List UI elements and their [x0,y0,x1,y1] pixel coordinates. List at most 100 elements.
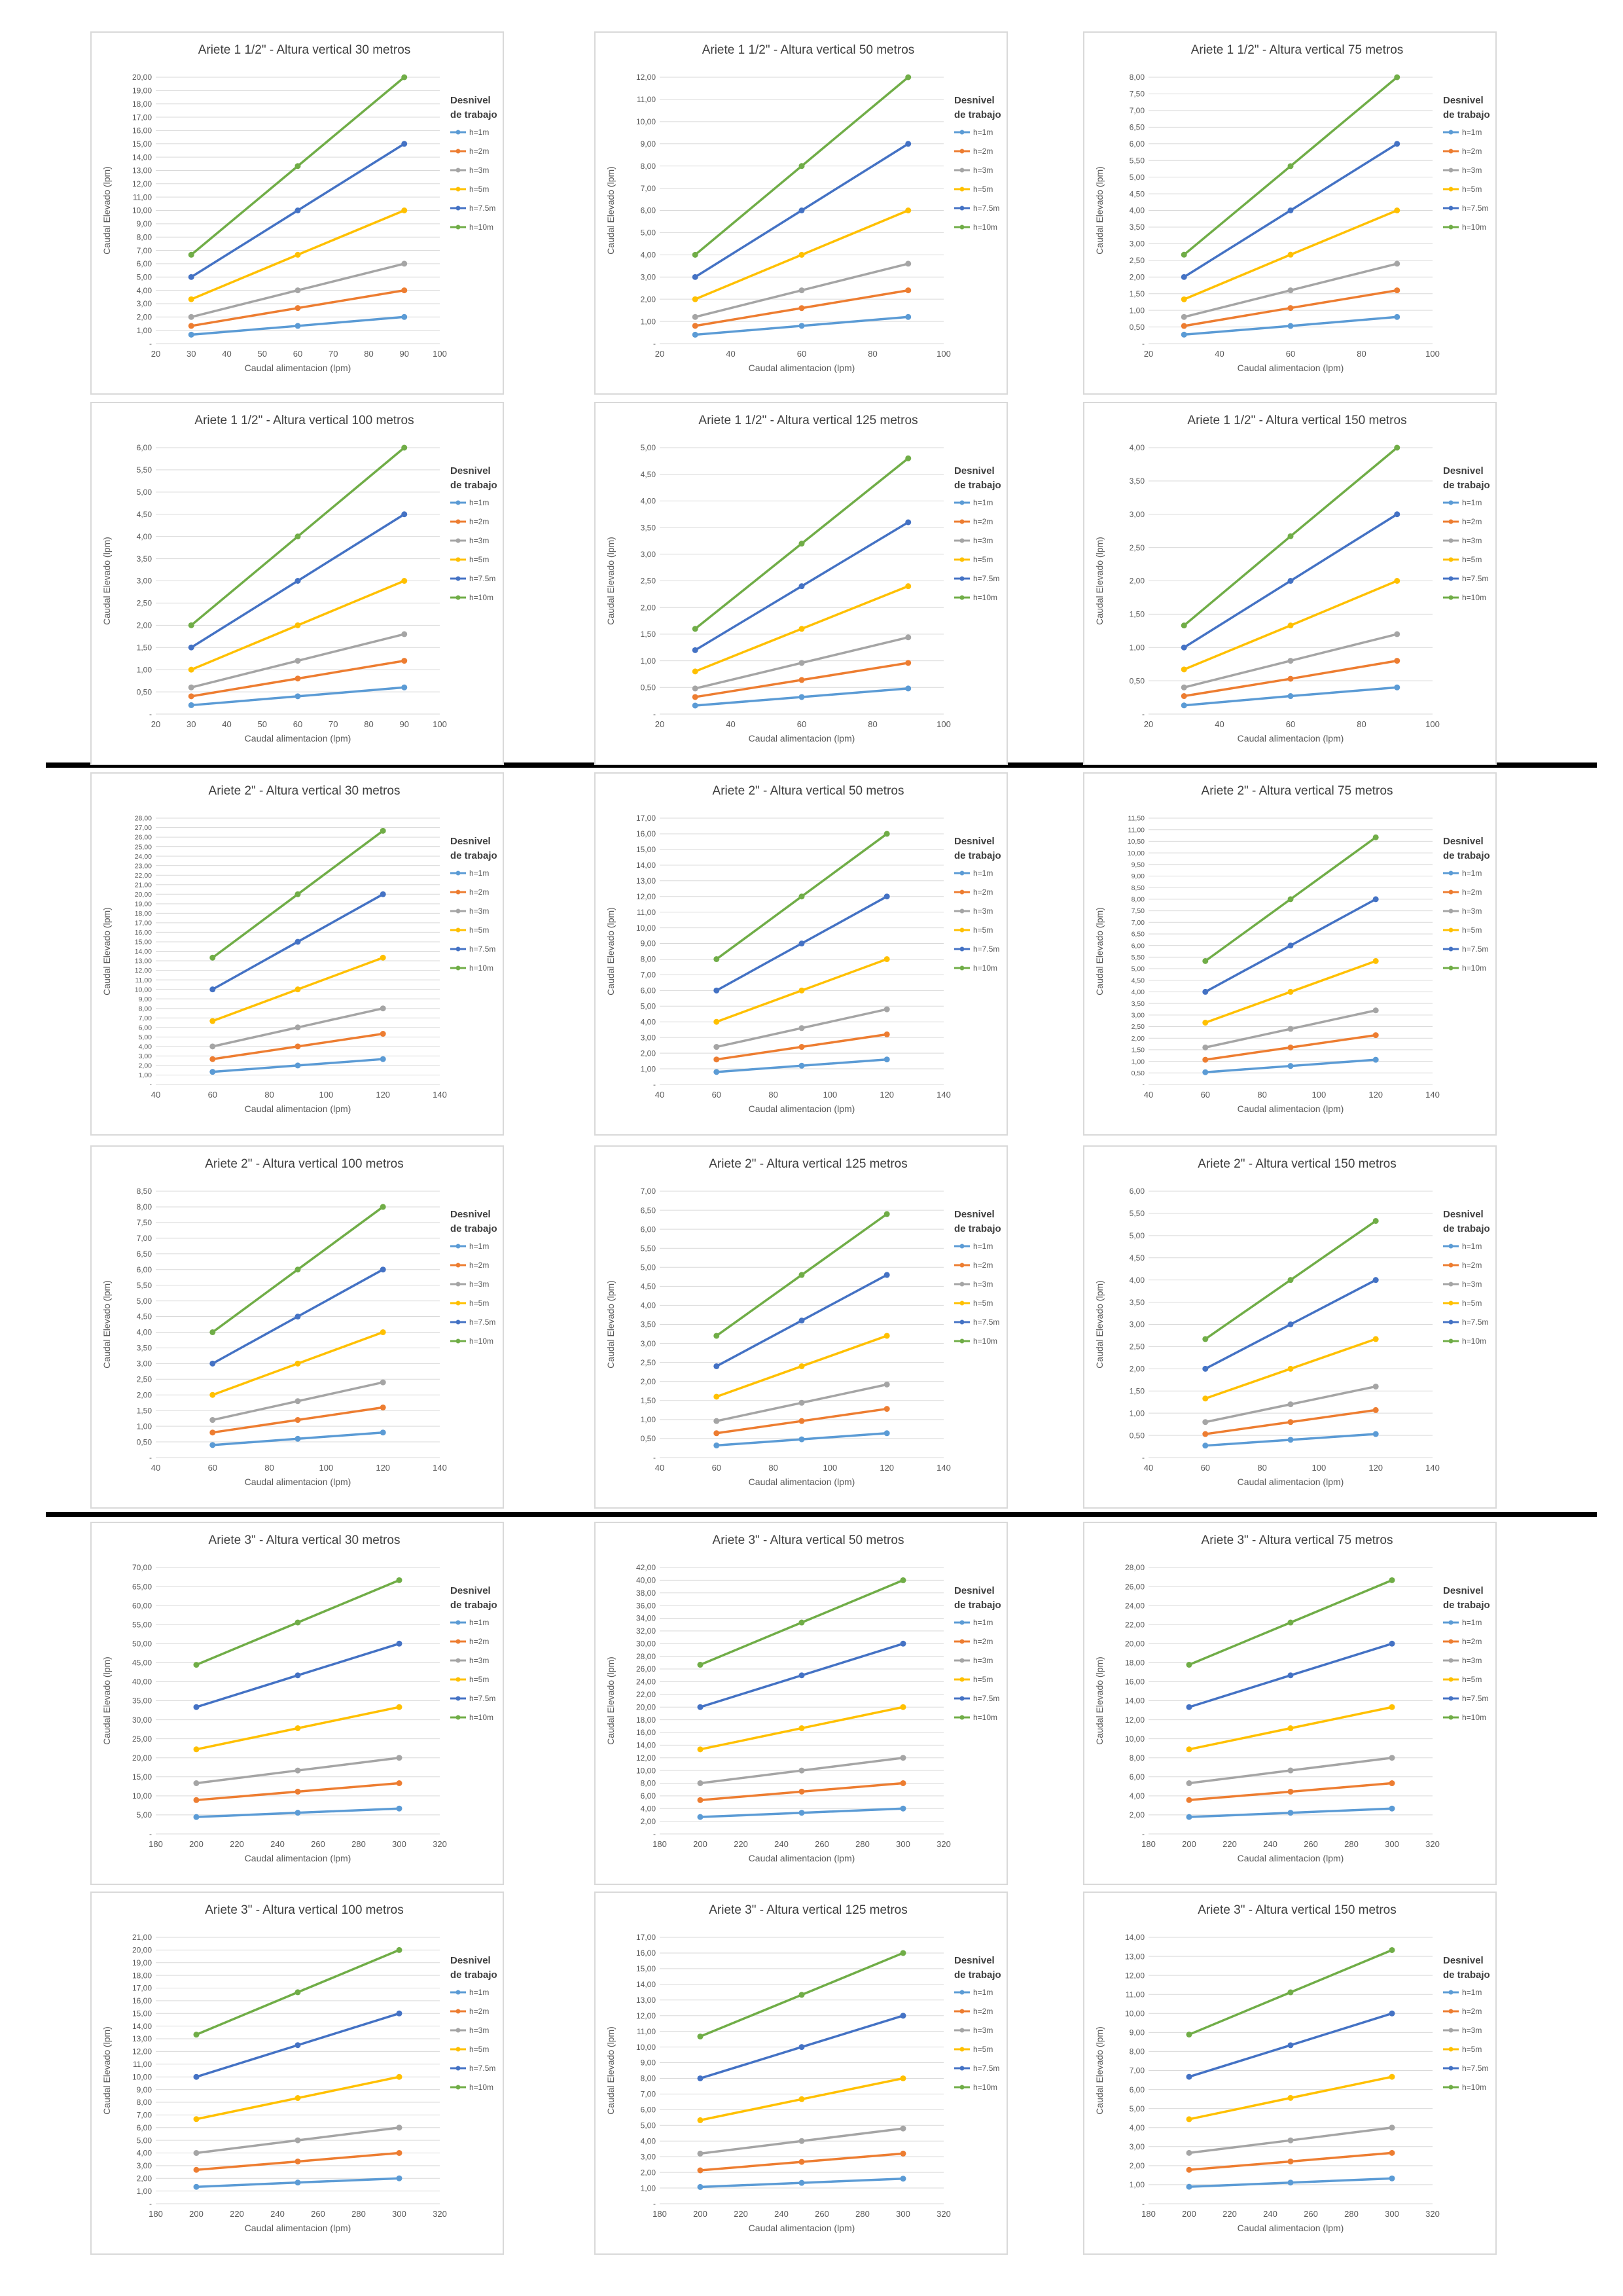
legend-marker [455,2009,461,2014]
legend-marker [959,595,965,600]
y-tick-label: 4,00 [641,2136,656,2145]
data-point [396,2010,402,2017]
y-tick-label: 28,00 [1125,1563,1145,1572]
y-tick-label: - [149,339,152,348]
legend-item-label: h=2m [1462,1637,1482,1646]
data-point [798,1363,805,1369]
y-tick-label: 4,00 [137,532,152,541]
data-point [294,622,301,628]
data-point [1287,693,1294,700]
data-point [294,675,301,682]
y-tick-label: 3,00 [1130,510,1145,519]
y-tick-label: - [653,1453,656,1462]
data-point [1181,622,1187,629]
legend-marker [455,2028,461,2033]
y-tick-label: 0,50 [641,683,656,692]
y-tick-label: 4,00 [641,497,656,506]
y-tick-label: 11,00 [135,977,152,984]
data-point [294,986,301,993]
data-point [1287,1989,1294,1996]
y-tick-label: 17,00 [132,113,152,122]
y-tick-label: 2,00 [641,295,656,304]
data-point [1287,323,1294,329]
legend-item-label: h=1m [973,869,993,878]
legend-marker [455,1620,461,1625]
chart-title: Ariete 2" - Altura vertical 50 metros [713,784,904,798]
legend-marker [1448,206,1454,211]
y-tick-label: 9,00 [1132,872,1145,880]
legend-item-label: h=7.5m [973,204,999,213]
line-chart: Ariete 3" - Altura vertical 100 metros-1… [101,1903,497,2233]
y-tick-label: 26,00 [636,1664,656,1674]
data-point [713,987,720,994]
line-chart: Ariete 3" - Altura vertical 50 metros - 2,… [605,1534,1001,1863]
y-tick-label: 9,00 [139,996,152,1003]
legend-marker [1448,1263,1454,1268]
data-point [380,1056,386,1062]
x-axis-label: Caudal alimentacion (lpm) [1238,1853,1344,1863]
y-tick-label: 20,00 [135,891,152,899]
legend-item-label: h=2m [1462,517,1482,526]
data-point [294,1788,301,1795]
data-point [1287,942,1294,949]
legend-title: Desnivel [450,1585,491,1596]
line-chart: Ariete 2" - Altura vertical 150 metros - 0… [1094,1157,1490,1487]
data-point [1389,1704,1395,1710]
legend-item-label: h=1m [973,1242,993,1251]
x-tick-label: 220 [230,1839,244,1849]
y-tick-label: 3,00 [641,2152,656,2161]
legend-item-label: h=1m [1462,1988,1482,1997]
data-point [294,939,301,945]
y-axis-label: Caudal Elevado (lpm) [605,537,616,625]
data-point [380,1204,386,1210]
data-point [713,1056,720,1063]
legend-marker [1448,2047,1454,2052]
y-tick-label: 26,00 [135,834,152,842]
legend-item-label: h=5m [469,2045,489,2054]
data-point [294,1062,301,1069]
data-point [1372,1407,1379,1413]
x-axis-label: Caudal alimentacion (lpm) [1238,2223,1344,2233]
data-point [294,533,301,540]
legend-item-label: h=3m [1462,1656,1482,1665]
data-point [1372,1277,1379,1283]
y-tick-label: 2,00 [139,1062,152,1070]
x-axis-label: Caudal alimentacion (lpm) [1238,733,1344,744]
x-tick-label: 240 [774,1839,789,1849]
chart-panel: Ariete 2" - Altura vertical 125 metros - 0… [594,1145,1008,1509]
y-tick-label: 3,00 [137,1359,152,1369]
legend-item-label: h=5m [973,925,993,935]
chart-panel: Ariete 1 1/2" - Altura vertical 75 metro… [1083,31,1497,395]
x-tick-label: 30 [187,719,196,729]
y-tick-label: 9,00 [137,219,152,228]
legend-marker [455,168,461,173]
legend-marker [959,2047,965,2052]
data-point [798,207,805,213]
y-tick-label: 14,00 [132,2022,152,2031]
x-tick-label: 240 [270,1839,285,1849]
data-point [1202,1020,1209,1026]
x-tick-label: 180 [652,1839,667,1849]
legend-item-label: h=3m [469,906,489,916]
legend-item-label: h=3m [1462,2026,1482,2035]
legend-item-label: h=3m [973,536,993,545]
data-point [1181,296,1187,302]
data-point [713,956,720,962]
x-tick-label: 80 [1257,1090,1266,1100]
x-tick-label: 80 [768,1463,777,1473]
y-tick-label: 2,50 [1130,543,1145,552]
y-tick-label: 42,00 [636,1563,656,1572]
legend-marker [959,870,965,876]
legend-marker [455,576,461,581]
data-point [1202,958,1209,964]
legend-marker [455,1338,461,1344]
legend-item-label: h=10m [973,1713,997,1722]
y-tick-label: 22,00 [636,1690,656,1699]
legend-marker [1448,500,1454,505]
data-point [692,251,698,258]
chart-panel: Ariete 3" - Altura vertical 125 metros -1… [594,1892,1008,2255]
chart-title: Ariete 3" - Altura vertical 125 metros [709,1903,907,1917]
y-tick-label: 11,00 [133,2060,152,2069]
y-tick-label: 12,00 [132,2047,152,2056]
y-tick-label: 1,50 [1130,1386,1145,1395]
